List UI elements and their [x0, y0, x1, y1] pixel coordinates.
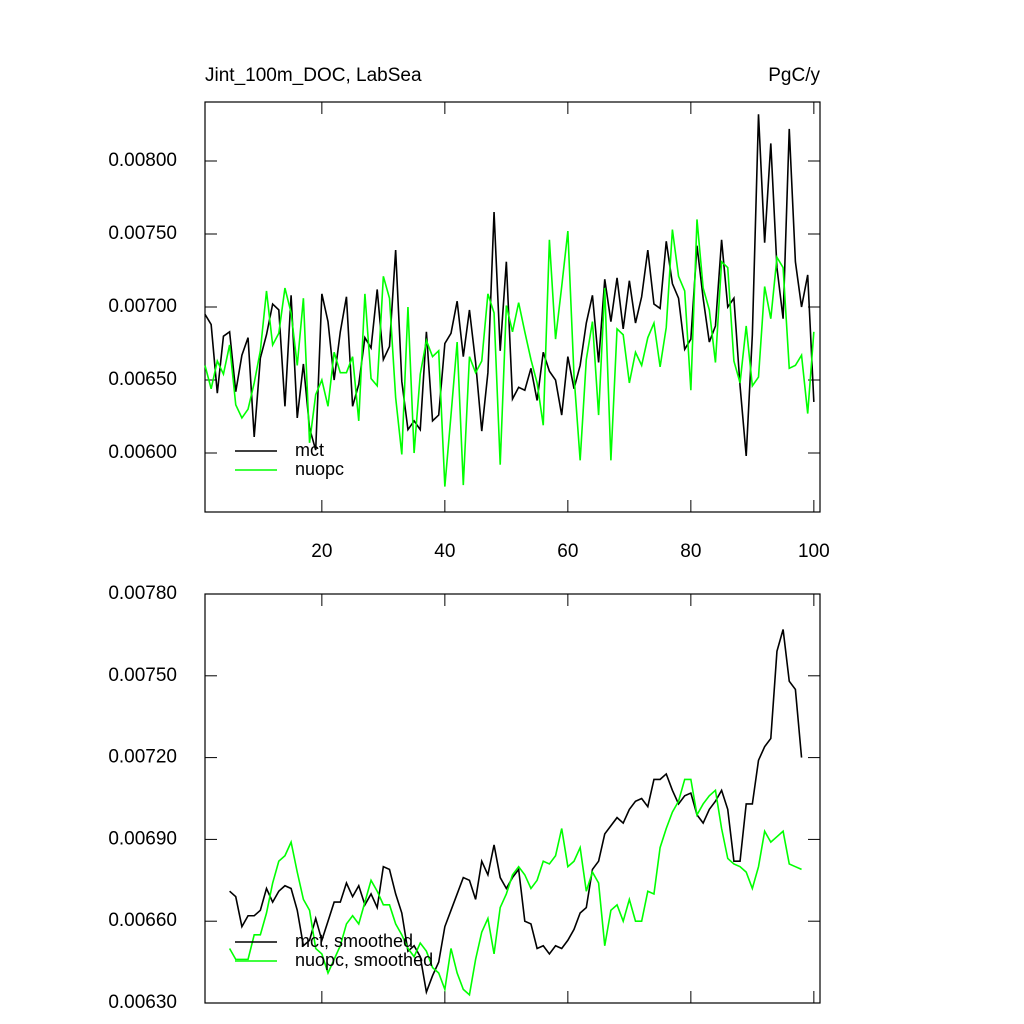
y-tick-label: 0.00750	[108, 665, 177, 686]
units-label: PgC/y	[768, 65, 820, 86]
x-tick-label: 20	[311, 541, 332, 562]
x-tick-label: 80	[680, 541, 701, 562]
y-tick-label: 0.00600	[108, 442, 177, 463]
y-tick-label: 0.00720	[108, 747, 177, 768]
series-line	[229, 629, 803, 996]
legend-label: nuopc, smoothed	[295, 950, 433, 970]
y-tick-label: 0.00690	[108, 828, 177, 849]
y-tick-label: 0.00780	[108, 583, 177, 604]
legend-label: mct, smoothed	[295, 931, 413, 951]
series-line	[228, 778, 802, 997]
series-line	[204, 114, 815, 456]
x-tick-label: 100	[798, 541, 830, 562]
y-tick-label: 0.00750	[108, 223, 177, 244]
y-tick-label: 0.00700	[108, 296, 177, 317]
y-tick-label: 0.00630	[108, 992, 177, 1013]
x-tick-label: 40	[434, 541, 455, 562]
x-tick-label: 60	[557, 541, 578, 562]
y-tick-label: 0.00650	[108, 369, 177, 390]
plot-frame	[204, 593, 821, 1004]
y-tick-label: 0.00800	[108, 150, 177, 171]
chart-title: Jint_100m_DOC, LabSea	[205, 65, 422, 86]
series-line	[204, 219, 815, 487]
legend-label: nuopc	[295, 459, 344, 479]
y-tick-label: 0.00660	[108, 910, 177, 931]
legend-label: mct	[295, 440, 324, 460]
